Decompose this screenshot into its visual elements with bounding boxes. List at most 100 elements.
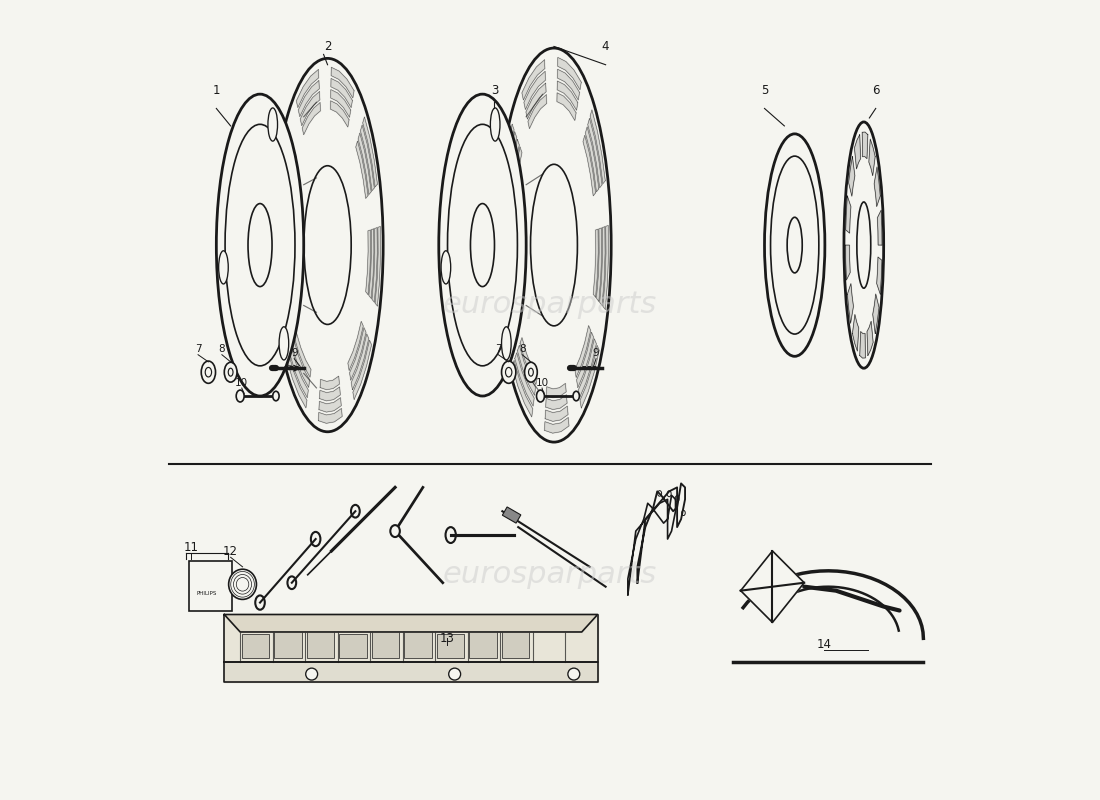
Polygon shape (600, 226, 605, 306)
Ellipse shape (764, 134, 825, 356)
Polygon shape (504, 132, 517, 205)
Text: 10: 10 (235, 378, 249, 388)
Polygon shape (590, 110, 605, 184)
Polygon shape (515, 353, 535, 406)
Polygon shape (289, 347, 308, 398)
Polygon shape (513, 360, 532, 417)
Ellipse shape (273, 391, 279, 401)
Polygon shape (320, 376, 340, 390)
Polygon shape (296, 70, 319, 108)
Polygon shape (274, 245, 282, 323)
Polygon shape (862, 132, 868, 158)
Polygon shape (596, 228, 602, 302)
Polygon shape (520, 338, 537, 385)
Polygon shape (878, 210, 882, 245)
Ellipse shape (568, 668, 580, 680)
Polygon shape (319, 398, 341, 412)
Polygon shape (285, 245, 292, 309)
Text: 8: 8 (219, 344, 225, 354)
Polygon shape (846, 196, 851, 233)
Polygon shape (331, 78, 352, 108)
Polygon shape (558, 69, 580, 100)
Polygon shape (348, 322, 363, 370)
Ellipse shape (236, 390, 244, 402)
Polygon shape (583, 135, 595, 196)
Bar (242, 634, 270, 658)
Text: 13: 13 (439, 632, 454, 646)
Polygon shape (372, 228, 377, 302)
Ellipse shape (201, 361, 216, 383)
Ellipse shape (449, 668, 461, 680)
Polygon shape (507, 139, 519, 207)
Ellipse shape (857, 202, 871, 288)
Polygon shape (279, 138, 292, 206)
Ellipse shape (573, 391, 580, 401)
Polygon shape (740, 551, 804, 622)
Polygon shape (292, 340, 310, 387)
Polygon shape (331, 67, 354, 98)
Ellipse shape (788, 218, 802, 273)
Polygon shape (628, 495, 675, 594)
Polygon shape (576, 332, 594, 387)
Polygon shape (860, 331, 866, 358)
Ellipse shape (506, 367, 512, 377)
Polygon shape (521, 60, 544, 100)
Bar (307, 622, 334, 658)
Polygon shape (846, 245, 850, 280)
Polygon shape (558, 58, 581, 90)
Polygon shape (547, 383, 567, 398)
Polygon shape (528, 94, 547, 129)
Ellipse shape (502, 361, 516, 383)
Text: eurosparparts: eurosparparts (443, 560, 657, 590)
Ellipse shape (229, 368, 233, 376)
Polygon shape (503, 245, 510, 322)
Text: 11: 11 (184, 541, 198, 554)
Text: 1: 1 (212, 84, 220, 97)
Text: eurosparparts: eurosparparts (443, 290, 657, 319)
Ellipse shape (439, 94, 526, 396)
Polygon shape (587, 118, 602, 188)
Text: 9: 9 (290, 348, 297, 358)
Polygon shape (375, 226, 381, 306)
Text: 6: 6 (872, 84, 880, 97)
Ellipse shape (304, 166, 351, 325)
Polygon shape (877, 257, 882, 294)
Polygon shape (283, 145, 294, 210)
Bar (372, 628, 399, 658)
Ellipse shape (471, 203, 495, 286)
Polygon shape (282, 245, 288, 314)
Polygon shape (855, 134, 860, 169)
Ellipse shape (491, 108, 501, 141)
Text: 9: 9 (593, 348, 600, 358)
Polygon shape (500, 124, 514, 202)
Polygon shape (295, 333, 311, 378)
Polygon shape (224, 614, 597, 632)
Polygon shape (524, 71, 546, 110)
Polygon shape (287, 354, 307, 408)
Polygon shape (544, 418, 569, 433)
Polygon shape (319, 387, 340, 401)
Ellipse shape (268, 108, 277, 141)
Polygon shape (224, 614, 597, 662)
Polygon shape (509, 245, 516, 312)
Ellipse shape (448, 124, 517, 366)
Bar (405, 622, 432, 658)
Text: 14: 14 (816, 638, 832, 651)
Ellipse shape (497, 48, 612, 442)
Bar (188, 562, 232, 610)
Polygon shape (278, 245, 285, 318)
Ellipse shape (530, 164, 578, 326)
Polygon shape (499, 245, 507, 327)
Polygon shape (276, 130, 289, 204)
Polygon shape (330, 101, 349, 127)
Polygon shape (363, 117, 377, 187)
Polygon shape (847, 283, 854, 323)
Text: 7: 7 (495, 344, 502, 354)
Polygon shape (637, 483, 685, 582)
Text: PHILIPS: PHILIPS (197, 590, 217, 596)
Bar (339, 634, 367, 658)
Polygon shape (580, 346, 600, 408)
Ellipse shape (306, 668, 318, 680)
Bar (503, 507, 521, 523)
Polygon shape (867, 321, 873, 355)
